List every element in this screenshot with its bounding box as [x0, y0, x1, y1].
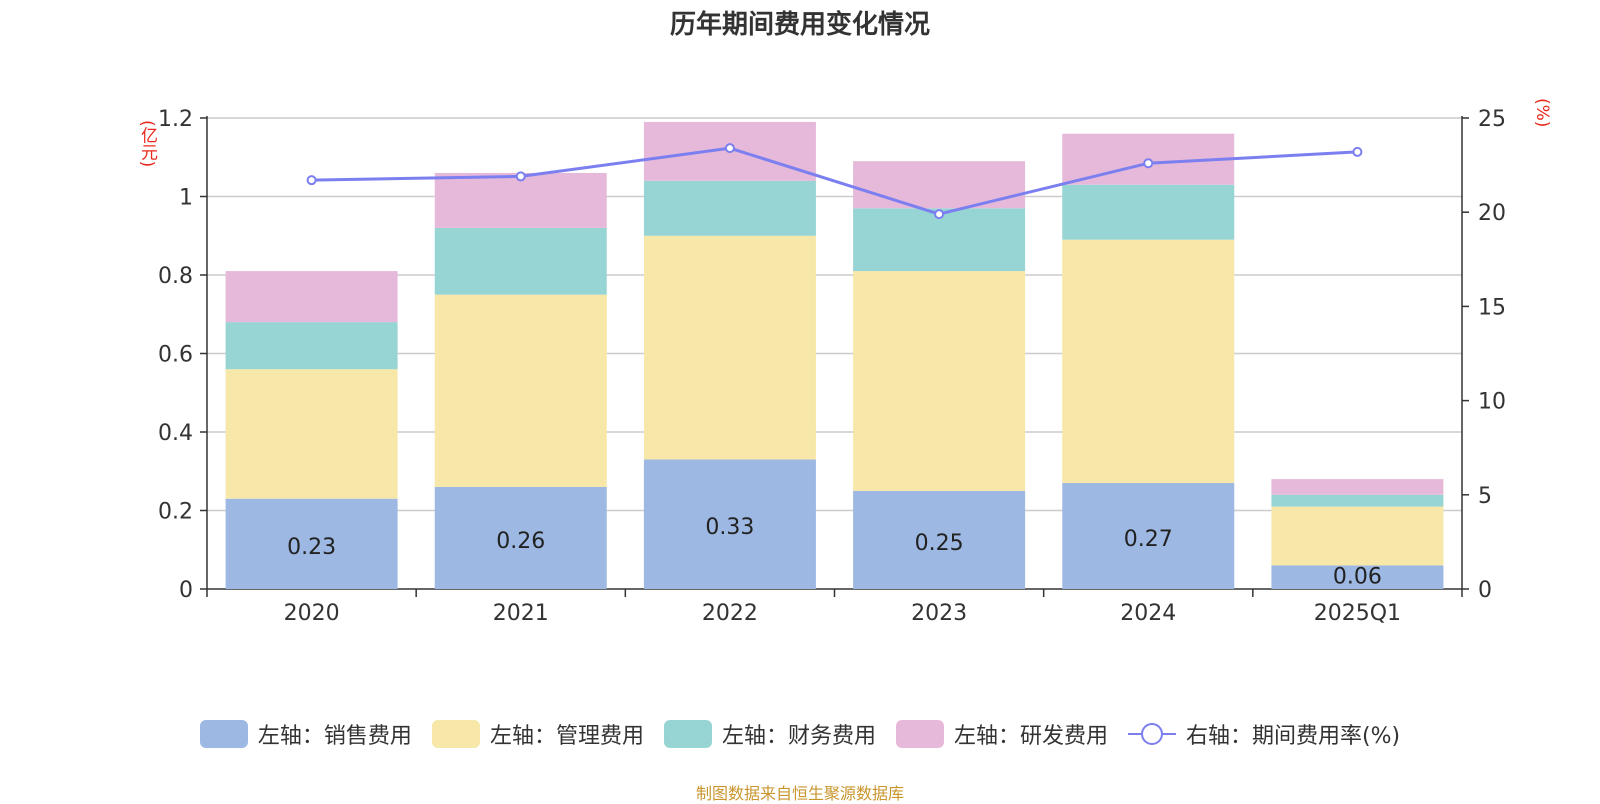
legend-label-finance: 左轴：财务费用 — [721, 724, 876, 749]
y-right-tick-label: 5 — [1478, 484, 1492, 509]
bar-mgmt — [1062, 239, 1235, 484]
point-rate — [1352, 146, 1363, 157]
y-left-tick-label: 1.2 — [158, 107, 193, 132]
legend-item-finance[interactable]: 左轴：财务费用 — [663, 718, 876, 750]
bar-mgmt — [1271, 506, 1444, 566]
x-tick-label: 2025Q1 — [1314, 601, 1401, 626]
y-right-tick-label: 0 — [1478, 578, 1492, 603]
y-left-tick-label: 0.6 — [158, 343, 193, 368]
point-rate — [724, 143, 735, 154]
y-right-tick-label: 20 — [1478, 201, 1506, 226]
bar-sales — [643, 459, 816, 589]
legend-item-mgmt[interactable]: 左轴：管理费用 — [431, 718, 644, 750]
data-label-sales: 0.06 — [1333, 564, 1382, 589]
y-left-tick-label: 0.2 — [158, 500, 193, 525]
bar-sales — [434, 486, 607, 589]
data-label-sales: 0.27 — [1124, 527, 1173, 552]
bar-finance — [1271, 494, 1444, 507]
bar-sales — [1271, 565, 1444, 589]
bar-mgmt — [434, 294, 607, 487]
point-rate — [515, 171, 526, 182]
chart-title: 历年期间费用变化情况 — [669, 10, 930, 40]
point-rate — [1143, 158, 1154, 169]
x-tick-label: 2023 — [911, 601, 967, 626]
bar-finance — [434, 227, 607, 295]
legend-swatch-sales — [199, 720, 248, 748]
bar-rd — [225, 271, 398, 323]
legend-item-rate[interactable]: 右轴：期间费用率(%) — [1127, 718, 1401, 750]
y-left-tick-label: 0.8 — [158, 264, 193, 289]
data-label-sales: 0.33 — [705, 515, 754, 540]
bar-sales — [1062, 483, 1235, 589]
y-right-tick-label: 25 — [1478, 107, 1506, 132]
y-left-tick-label: 0 — [179, 578, 193, 603]
point-rate — [934, 209, 945, 220]
bar-mgmt — [853, 271, 1026, 491]
legend-line-marker-icon — [1127, 723, 1176, 745]
bar-finance — [643, 180, 816, 236]
x-tick-label: 2022 — [702, 601, 758, 626]
bar-rd — [434, 172, 607, 228]
data-label-sales: 0.25 — [915, 531, 964, 556]
bar-sales — [853, 490, 1026, 589]
bar-mgmt — [225, 369, 398, 499]
legend-swatch-finance — [663, 720, 712, 748]
legend: 左轴：销售费用 左轴：管理费用 左轴：财务费用 左轴：研发费用 右轴：期间费用率… — [0, 718, 1600, 750]
x-tick-label: 2020 — [284, 601, 340, 626]
legend-label-mgmt: 左轴：管理费用 — [489, 724, 644, 749]
y-right-tick-label: 15 — [1478, 295, 1506, 320]
legend-item-rd[interactable]: 左轴：研发费用 — [895, 718, 1108, 750]
bar-rd — [853, 161, 1026, 209]
bar-rd — [1271, 479, 1444, 495]
legend-swatch-rd — [895, 720, 944, 748]
legend-label-rate: 右轴：期间费用率(%) — [1185, 724, 1401, 749]
x-tick-label: 2024 — [1120, 601, 1176, 626]
left-axis-unit: (亿元) — [137, 120, 157, 168]
point-rate — [306, 175, 317, 186]
bar-mgmt — [643, 235, 816, 460]
y-right-tick-label: 10 — [1478, 390, 1506, 415]
y-left-tick-label: 0.4 — [158, 421, 193, 446]
bar-finance — [1062, 184, 1235, 240]
legend-label-rd: 左轴：研发费用 — [953, 724, 1108, 749]
data-label-sales: 0.23 — [287, 535, 336, 560]
legend-item-sales[interactable]: 左轴：销售费用 — [199, 718, 412, 750]
y-left-tick-label: 1 — [179, 186, 193, 211]
data-label-sales: 0.26 — [496, 529, 545, 554]
line-rate — [311, 146, 1358, 216]
legend-label-sales: 左轴：销售费用 — [257, 724, 412, 749]
source-note: 制图数据来自恒生聚源数据库 — [695, 784, 904, 803]
legend-swatch-mgmt — [431, 720, 480, 748]
x-tick-label: 2021 — [493, 601, 549, 626]
right-axis-unit: (%) — [1532, 98, 1552, 128]
bar-sales — [225, 498, 398, 589]
bar-finance — [225, 322, 398, 370]
